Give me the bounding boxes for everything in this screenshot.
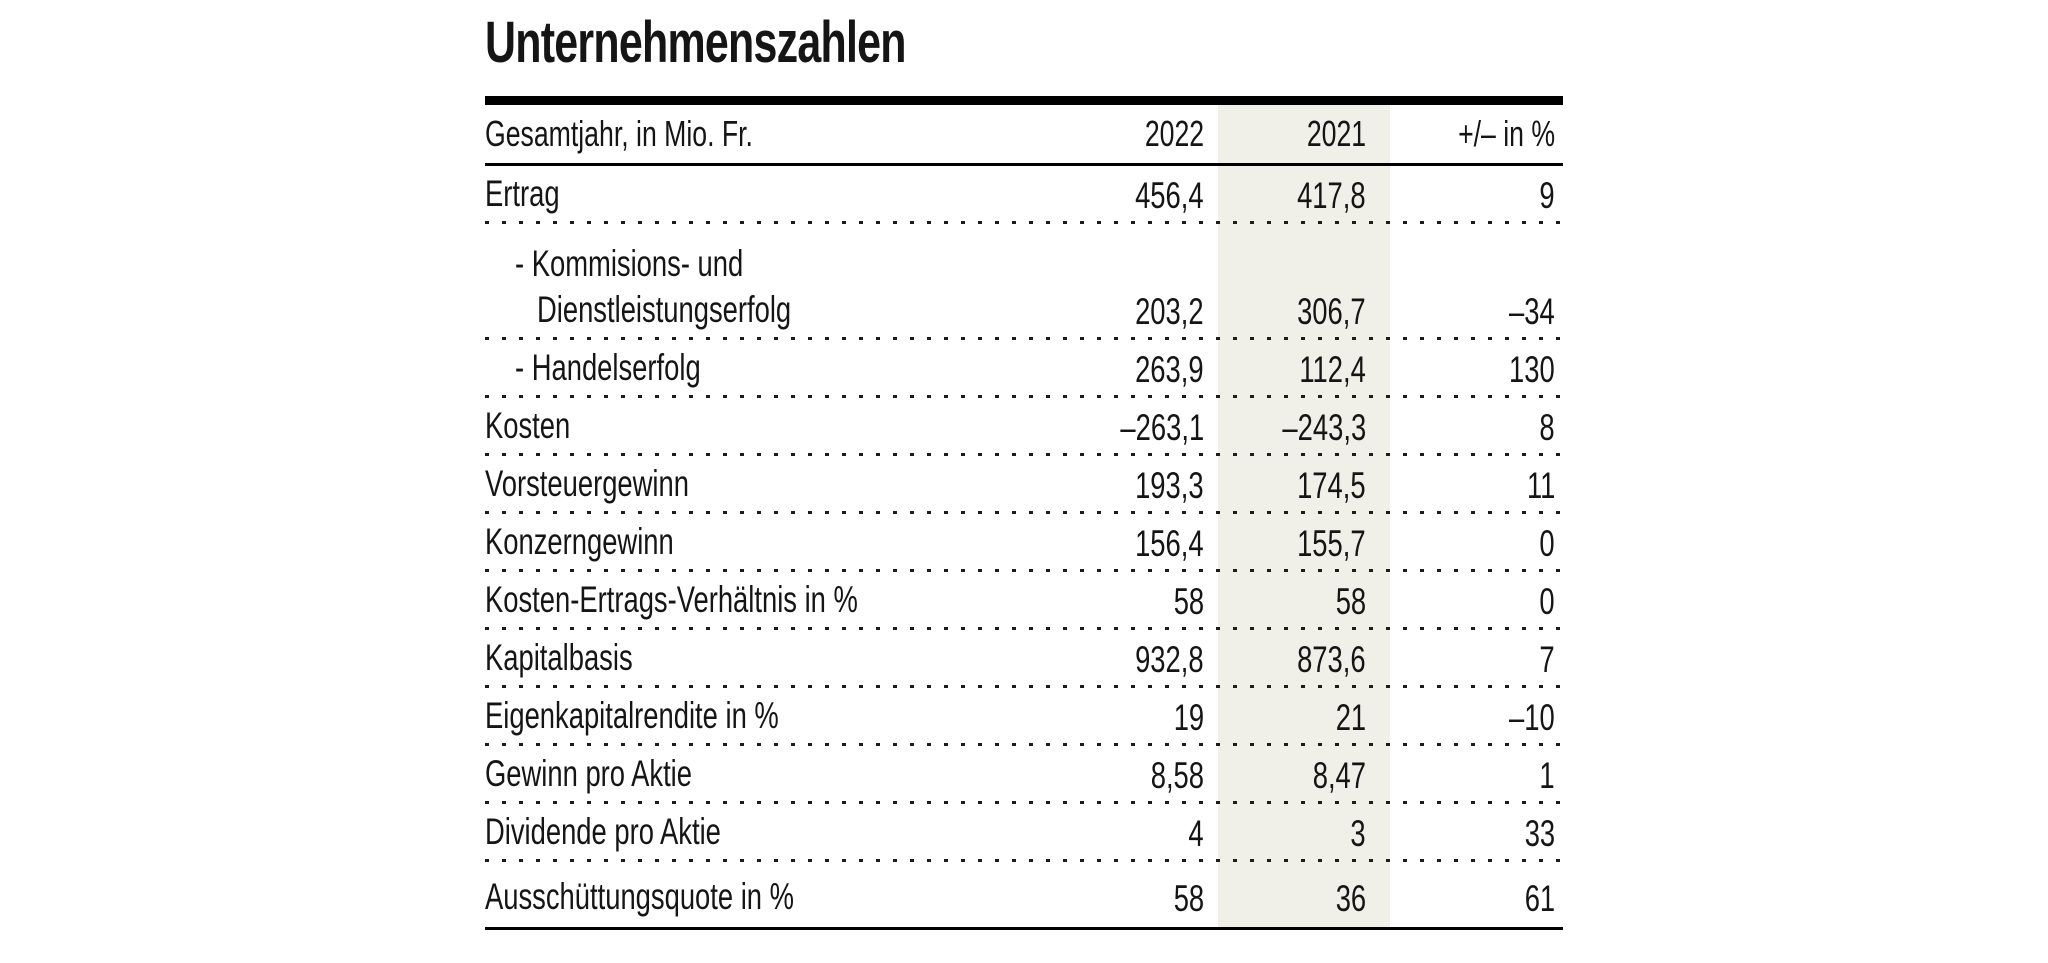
value-2022: –263,1 (1120, 407, 1204, 448)
header-label-cell: Gesamtjahr, in Mio. Fr. (485, 113, 1085, 155)
value-2022: 58 (1173, 878, 1204, 919)
value-change-pct: 9 (1539, 175, 1555, 216)
table-row: Konzerngewinn 156,4 155,7 0 (485, 514, 1563, 572)
value-2021: 3 (1350, 813, 1366, 854)
table-row: Gewinn pro Aktie 8,58 8,47 1 (485, 746, 1563, 804)
value-2022: 193,3 (1135, 465, 1204, 506)
value-change-pct: 1 (1539, 755, 1555, 796)
table-row: Ertrag 456,4 417,8 9 (485, 166, 1563, 224)
value-2021: 873,6 (1297, 639, 1366, 680)
value-change-pct: 33 (1524, 813, 1555, 854)
row-label: Konzerngewinn (485, 521, 674, 562)
page-title-text: Unternehmenszahlen (485, 10, 906, 75)
column-header-change-pct: +/– in % (1457, 113, 1555, 154)
row-label: Eigenkapitalrendite in % (485, 695, 779, 736)
value-2021: 155,7 (1297, 523, 1366, 564)
row-label: Kosten (485, 405, 571, 446)
value-2022: 932,8 (1135, 639, 1204, 680)
table-row: - Handelserfolg 263,9 112,4 130 (485, 340, 1563, 398)
value-2021: 417,8 (1297, 175, 1366, 216)
value-change-pct: 61 (1524, 878, 1555, 919)
row-label-line2: Dienstleistungserfolg (537, 289, 792, 330)
table-row: Kosten-Ertrags-Verhältnis in % 58 58 0 (485, 572, 1563, 630)
value-change-pct: 130 (1509, 349, 1555, 390)
table-row: Dividende pro Aktie 4 3 33 (485, 804, 1563, 862)
value-2022: 203,2 (1135, 291, 1204, 332)
value-2021: 8,47 (1312, 755, 1366, 796)
page-title: Unternehmenszahlen (485, 14, 1563, 72)
value-change-pct: 0 (1539, 523, 1555, 564)
value-2021: 58 (1335, 581, 1366, 622)
value-2021: –243,3 (1282, 407, 1366, 448)
top-rule (485, 96, 1563, 105)
value-change-pct: 7 (1539, 639, 1555, 680)
table-row: Eigenkapitalrendite in % 19 21 –10 (485, 688, 1563, 746)
header-cell-2022: 2022 (1085, 113, 1218, 155)
value-2022: 19 (1173, 697, 1204, 738)
row-label: Dividende pro Aktie (485, 811, 721, 852)
header-cell-change: +/– in % (1390, 113, 1563, 155)
row-label: - Kommisions- und (515, 243, 744, 284)
row-label: Ertrag (485, 173, 560, 214)
value-2022: 456,4 (1135, 175, 1204, 216)
value-2021: 174,5 (1297, 465, 1366, 506)
value-2022: 263,9 (1135, 349, 1204, 390)
table-row: Ausschüttungsquote in % 58 36 61 (485, 862, 1563, 927)
value-change-pct: 8 (1539, 407, 1555, 448)
company-figures-panel: Unternehmenszahlen Gesamtjahr, in Mio. F… (485, 14, 1563, 930)
table-row: Kapitalbasis 932,8 873,6 7 (485, 630, 1563, 688)
unit-label: Gesamtjahr, in Mio. Fr. (485, 113, 753, 154)
value-change-pct: –10 (1509, 697, 1555, 738)
table-header-row: Gesamtjahr, in Mio. Fr. 2022 2021 +/– in… (485, 105, 1563, 166)
row-label: Ausschüttungsquote in % (485, 876, 794, 917)
row-label: Gewinn pro Aktie (485, 753, 692, 794)
value-2021: 112,4 (1299, 349, 1366, 390)
value-2021: 306,7 (1297, 291, 1366, 332)
table: Gesamtjahr, in Mio. Fr. 2022 2021 +/– in… (485, 105, 1563, 930)
column-header-2021: 2021 (1306, 113, 1366, 154)
header-cell-2021: 2021 (1218, 113, 1390, 155)
value-2021: 21 (1335, 697, 1366, 738)
value-2021: 36 (1335, 878, 1366, 919)
value-2022: 58 (1173, 581, 1204, 622)
row-label: Vorsteuergewinn (485, 463, 689, 504)
table-row: Kosten –263,1 –243,3 8 (485, 398, 1563, 456)
value-2022: 156,4 (1135, 523, 1204, 564)
value-2022: 8,58 (1150, 755, 1204, 796)
table-row: - Kommisions- und Dienstleistungserfolg … (485, 224, 1563, 340)
row-label: Kapitalbasis (485, 637, 633, 678)
value-2022: 4 (1188, 813, 1204, 854)
row-label: - Handelserfolg (515, 347, 701, 388)
row-label: Kosten-Ertrags-Verhältnis in % (485, 579, 858, 620)
value-change-pct: 11 (1526, 465, 1555, 506)
value-change-pct: –34 (1509, 291, 1555, 332)
column-header-2022: 2022 (1144, 113, 1204, 154)
table-row: Vorsteuergewinn 193,3 174,5 11 (485, 456, 1563, 514)
value-change-pct: 0 (1539, 581, 1555, 622)
